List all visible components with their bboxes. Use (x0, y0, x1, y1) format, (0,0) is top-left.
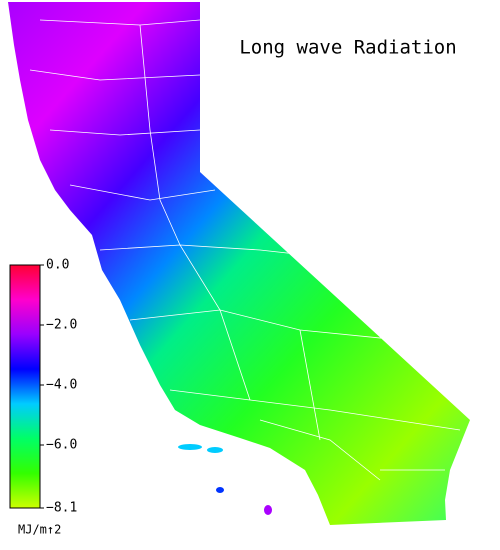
colorbar: 0.0 −2.0 −4.0 −6.0 −8.1 MJ/m↑2 (9, 258, 77, 537)
islands (178, 444, 272, 515)
colorbar-tick-label: −6.0 (46, 438, 77, 453)
county-lines (29, 19, 461, 481)
title: Long wave Radiation (239, 37, 456, 59)
california (8, 2, 470, 525)
colorbar-gradient (9, 264, 41, 509)
colorbar-tick-label: −2.0 (46, 318, 77, 333)
colorbar-tick-label: −8.1 (46, 501, 77, 516)
colorbar-tick-label: −4.0 (46, 378, 77, 393)
colorbar-unit: MJ/m↑2 (18, 523, 61, 537)
colorbar-tick-label: 0.0 (46, 258, 69, 273)
